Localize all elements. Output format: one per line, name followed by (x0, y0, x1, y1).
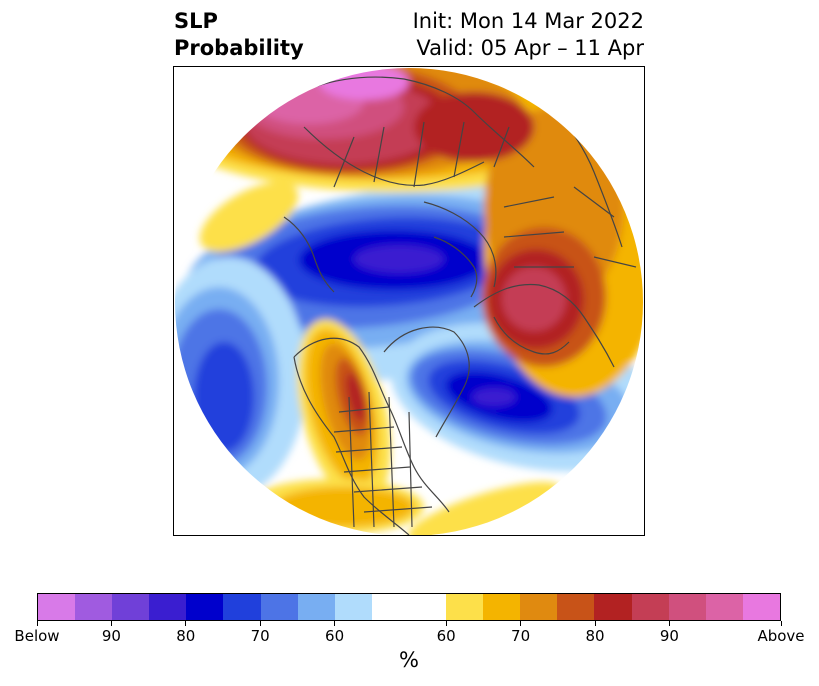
colorbar-tick-label: 80 (585, 627, 605, 645)
colorbar-swatch (38, 594, 76, 620)
title-type: Probability (174, 36, 304, 60)
colorbar-tickmark (445, 621, 447, 626)
colorbar-tick-label: 70 (250, 627, 270, 645)
title-right: Init: Mon 14 Mar 2022 Valid: 05 Apr – 11… (413, 8, 644, 62)
colorbar-tick-label: Above (757, 627, 805, 645)
colorbar-swatch (112, 594, 150, 620)
colorbar-tick-label: 80 (176, 627, 196, 645)
colorbar-swatch (446, 594, 484, 620)
colorbar-tick-label: 70 (511, 627, 531, 645)
colorbar-swatch (75, 594, 113, 620)
colorbar-tick-label: 60 (325, 627, 345, 645)
coastlines (283, 76, 637, 535)
colorbar-tickmark (36, 621, 38, 626)
colorbar-tickmark (594, 621, 596, 626)
title-variable: SLP (174, 9, 218, 33)
colorbar-swatch (520, 594, 558, 620)
valid-period: Valid: 05 Apr – 11 Apr (416, 36, 644, 60)
colorbar-swatch (334, 594, 372, 620)
colorbar-tickmark (110, 621, 112, 626)
colorbar-tick-label: Below (14, 627, 60, 645)
colorbar-tick-label: 60 (436, 627, 456, 645)
colorbar-tickmark (185, 621, 187, 626)
colorbar (37, 593, 781, 621)
colorbar-tickmark (259, 621, 261, 626)
colorbar-swatch (483, 594, 521, 620)
colorbar-tick-label: 90 (659, 627, 679, 645)
colorbar-tickmark (334, 621, 336, 626)
colorbar-unit: % (399, 648, 419, 672)
title-left: SLP Probability (174, 8, 304, 62)
colorbar-tickmark (520, 621, 522, 626)
colorbar-swatch (371, 594, 409, 620)
colorbar-swatch (297, 594, 335, 620)
colorbar-swatch (260, 594, 298, 620)
colorbar-swatch (594, 594, 632, 620)
colorbar-tickmark (780, 621, 782, 626)
colorbar-swatch (223, 594, 261, 620)
colorbar-swatch (668, 594, 706, 620)
colorbar-swatch (408, 594, 447, 620)
init-date: Init: Mon 14 Mar 2022 (412, 9, 644, 33)
colorbar-swatch (186, 594, 224, 620)
polar-map (175, 68, 643, 535)
map-panel (173, 66, 645, 536)
colorbar-swatch (705, 594, 743, 620)
colorbar-tick-label: 90 (101, 627, 121, 645)
colorbar-swatch (557, 594, 595, 620)
colorbar-tickmark (668, 621, 670, 626)
colorbar-swatch (742, 594, 780, 620)
colorbar-swatch (149, 594, 187, 620)
colorbar-swatch (631, 594, 669, 620)
